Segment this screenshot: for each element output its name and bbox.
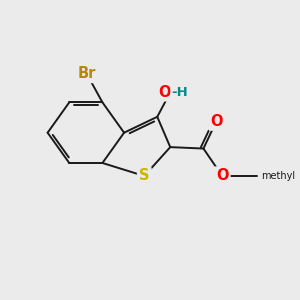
Text: -H: -H: [172, 86, 188, 99]
Text: S: S: [139, 169, 149, 184]
Text: O: O: [216, 169, 228, 184]
Text: O: O: [158, 85, 170, 100]
Text: O: O: [210, 114, 223, 129]
Text: Br: Br: [77, 66, 96, 81]
Text: methyl: methyl: [261, 171, 295, 181]
